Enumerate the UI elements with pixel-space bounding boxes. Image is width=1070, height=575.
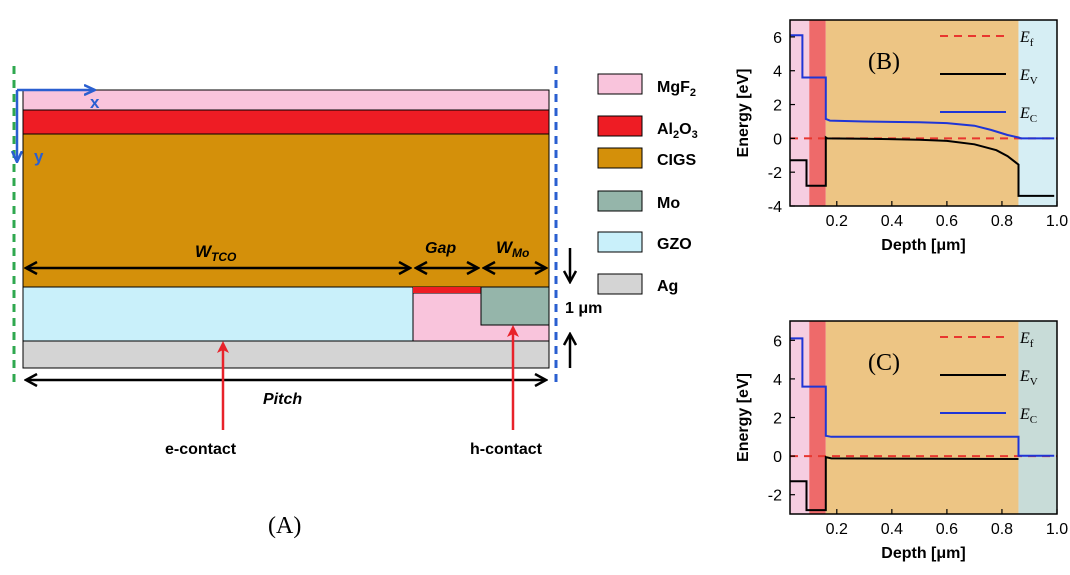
legend-swatch-mo: [597, 190, 643, 212]
panel-b-band-diagram: 0.2 0.4 0.6 0.8 1.0 6 4 2 0 -2 -4 Depth [μm] Energy …: [735, 19, 1068, 254]
band-region-al2o3: [809, 20, 826, 206]
x-tick-label: 0.8: [991, 213, 1013, 230]
panel-label: (B): [868, 49, 900, 75]
legend-label-ev: EV: [1019, 67, 1038, 87]
legend-label-ec: EC: [1019, 105, 1037, 125]
layer-mo: [480, 286, 550, 326]
x-tick-label: 0.4: [881, 213, 903, 230]
legend-swatch-gzo: [597, 231, 643, 253]
panel-label: (C): [868, 350, 900, 376]
layer-al2o3-gap: [413, 287, 481, 293]
e-contact-label: e-contact: [165, 441, 237, 458]
x-axis-label: x: [90, 93, 100, 112]
dim-gap-label: Gap: [425, 240, 456, 257]
series-ev-line: [790, 135, 1055, 197]
layer-ag: [22, 340, 550, 369]
legend-label-gzo: GZO: [657, 236, 692, 253]
legend-label-ag: Ag: [657, 278, 678, 295]
legend-label-ec: EC: [1019, 406, 1037, 426]
legend-label-ef: Ef: [1019, 330, 1034, 350]
layer-mgf2-top: [22, 89, 550, 111]
x-axis-label: Depth [μm]: [881, 237, 965, 254]
legend-label-ev: EV: [1019, 368, 1038, 388]
y-tick-label: 0: [773, 449, 782, 466]
series-ec-line: [790, 34, 1055, 140]
band-region-gzo: [1018, 20, 1057, 206]
y-tick-label: 2: [773, 98, 782, 115]
band-region-mo: [1018, 321, 1057, 514]
panel-c-band-diagram: 0.2 0.4 0.6 0.8 1.0 6 4 2 0 -2 Depth [μm] Energy [e…: [735, 320, 1068, 562]
x-tick-label: 0.6: [936, 521, 958, 538]
legend-label-ef: Ef: [1019, 29, 1034, 49]
y-tick-label: 4: [773, 372, 782, 389]
y-tick-label: 0: [773, 131, 782, 148]
legend-label-mgf2: MgF2: [657, 79, 696, 99]
x-tick-label: 0.4: [881, 521, 903, 538]
dim-pitch-label: Pitch: [263, 391, 302, 408]
y-tick-label: -2: [768, 165, 782, 182]
dim-wmo-label: WMo: [496, 238, 529, 260]
panel-a-label: (A): [268, 513, 301, 539]
y-axis-label: Energy [eV]: [735, 373, 752, 462]
plot-frame: [789, 19, 1058, 207]
layer-cigs: [22, 133, 550, 288]
y-axis-label: Energy [eV]: [735, 69, 752, 158]
legend-swatch-cigs: [597, 147, 643, 169]
layer-gzo: [22, 286, 414, 342]
y-tick-label: -2: [768, 488, 782, 505]
y-tick-label: 6: [773, 333, 782, 350]
x-tick-label: 0.8: [991, 521, 1013, 538]
dim-wtco-label: WTCO: [195, 242, 237, 264]
x-tick-label: 1.0: [1046, 521, 1068, 538]
y-tick-label: 4: [773, 64, 782, 81]
legend-label-cigs: CIGS: [657, 152, 696, 169]
legend-swatch-ag: [597, 273, 643, 295]
band-region-al2o3: [809, 321, 826, 514]
y-axis-label: y: [34, 147, 44, 166]
material-legend: MgF2 Al2O3 CIGS Mo GZO Ag: [597, 73, 698, 295]
legend-label-mo: Mo: [657, 195, 680, 212]
band-region-cigs: [825, 321, 1019, 514]
panel-a-device-diagram: x y WTCO Gap WMo 1 μm Pitch e-contact h-…: [14, 66, 698, 539]
legend-swatch-mgf2: [597, 73, 643, 95]
series-ec-line: [790, 337, 1055, 457]
x-axis-label: Depth [μm]: [881, 545, 965, 562]
y-tick-label: 2: [773, 411, 782, 428]
x-tick-label: 0.2: [826, 521, 848, 538]
x-tick-label: 0.6: [936, 213, 958, 230]
legend-label-al2o3: Al2O3: [657, 121, 698, 141]
x-tick-label: 1.0: [1046, 213, 1068, 230]
thickness-label: 1 μm: [565, 300, 602, 317]
legend-swatch-al2o3: [597, 115, 643, 137]
layer-al2o3: [22, 109, 550, 135]
x-tick-label: 0.2: [826, 213, 848, 230]
y-tick-label: 6: [773, 30, 782, 47]
band-region-mgf2: [790, 321, 810, 514]
h-contact-label: h-contact: [470, 441, 543, 458]
series-ev-line: [790, 455, 1019, 512]
y-tick-label: -4: [768, 199, 782, 216]
